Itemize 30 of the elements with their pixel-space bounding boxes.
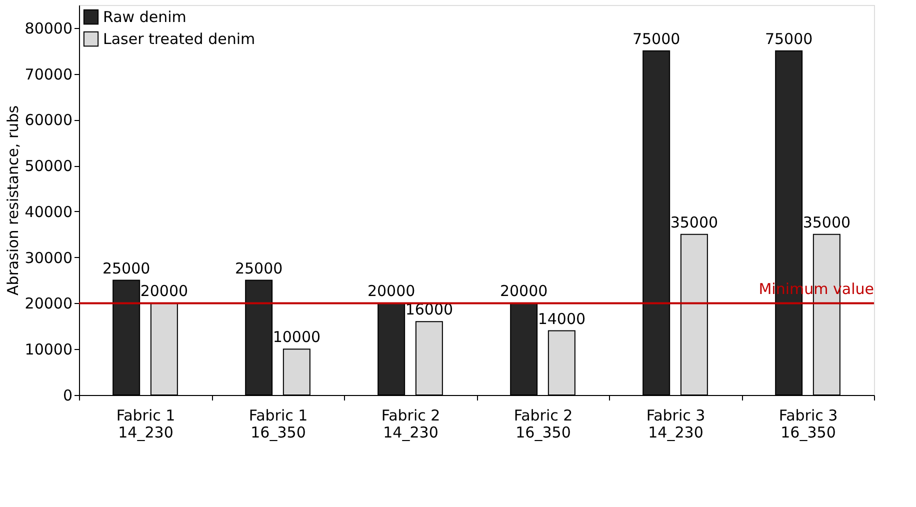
x-tick-label: Fabric 2 16_350	[514, 406, 573, 442]
y-tick-label: 0	[62, 386, 72, 404]
x-tick-label: Fabric 1 16_350	[248, 406, 308, 442]
data-label: 10000	[272, 328, 321, 346]
x-tick-label: Fabric 3 16_350	[778, 406, 838, 442]
legend-label: Raw denim	[103, 8, 186, 26]
data-label: 14000	[538, 310, 586, 328]
y-tick-label: 80000	[24, 19, 72, 38]
data-label: 35000	[670, 213, 718, 232]
data-label: 25000	[234, 259, 283, 278]
y-tick-label: 50000	[24, 157, 72, 176]
x-tick-label: Fabric 2 14_230	[381, 406, 440, 442]
y-axis-title: Abrasion resistance, rubs	[4, 105, 22, 296]
y-tick-label: 70000	[24, 65, 72, 84]
data-label: 20000	[367, 282, 416, 300]
x-tick-label: Fabric 1 14_230	[116, 406, 176, 442]
y-tick-label: 10000	[24, 340, 72, 359]
y-tick-label: 40000	[24, 202, 72, 221]
data-label: 16000	[405, 300, 454, 319]
data-label: 75000	[764, 30, 813, 48]
y-tick-label: 60000	[24, 111, 72, 130]
legend-label: Laser treated denim	[103, 30, 256, 48]
data-label: 20000	[140, 282, 188, 300]
data-label: 35000	[802, 213, 851, 232]
y-tick-label: 30000	[24, 248, 72, 267]
data-label: 25000	[102, 259, 150, 278]
data-label: 20000	[500, 282, 548, 300]
y-tick-label: 20000	[24, 294, 72, 313]
x-tick-label: Fabric 3 14_230	[646, 406, 706, 442]
data-label: 75000	[632, 30, 680, 48]
